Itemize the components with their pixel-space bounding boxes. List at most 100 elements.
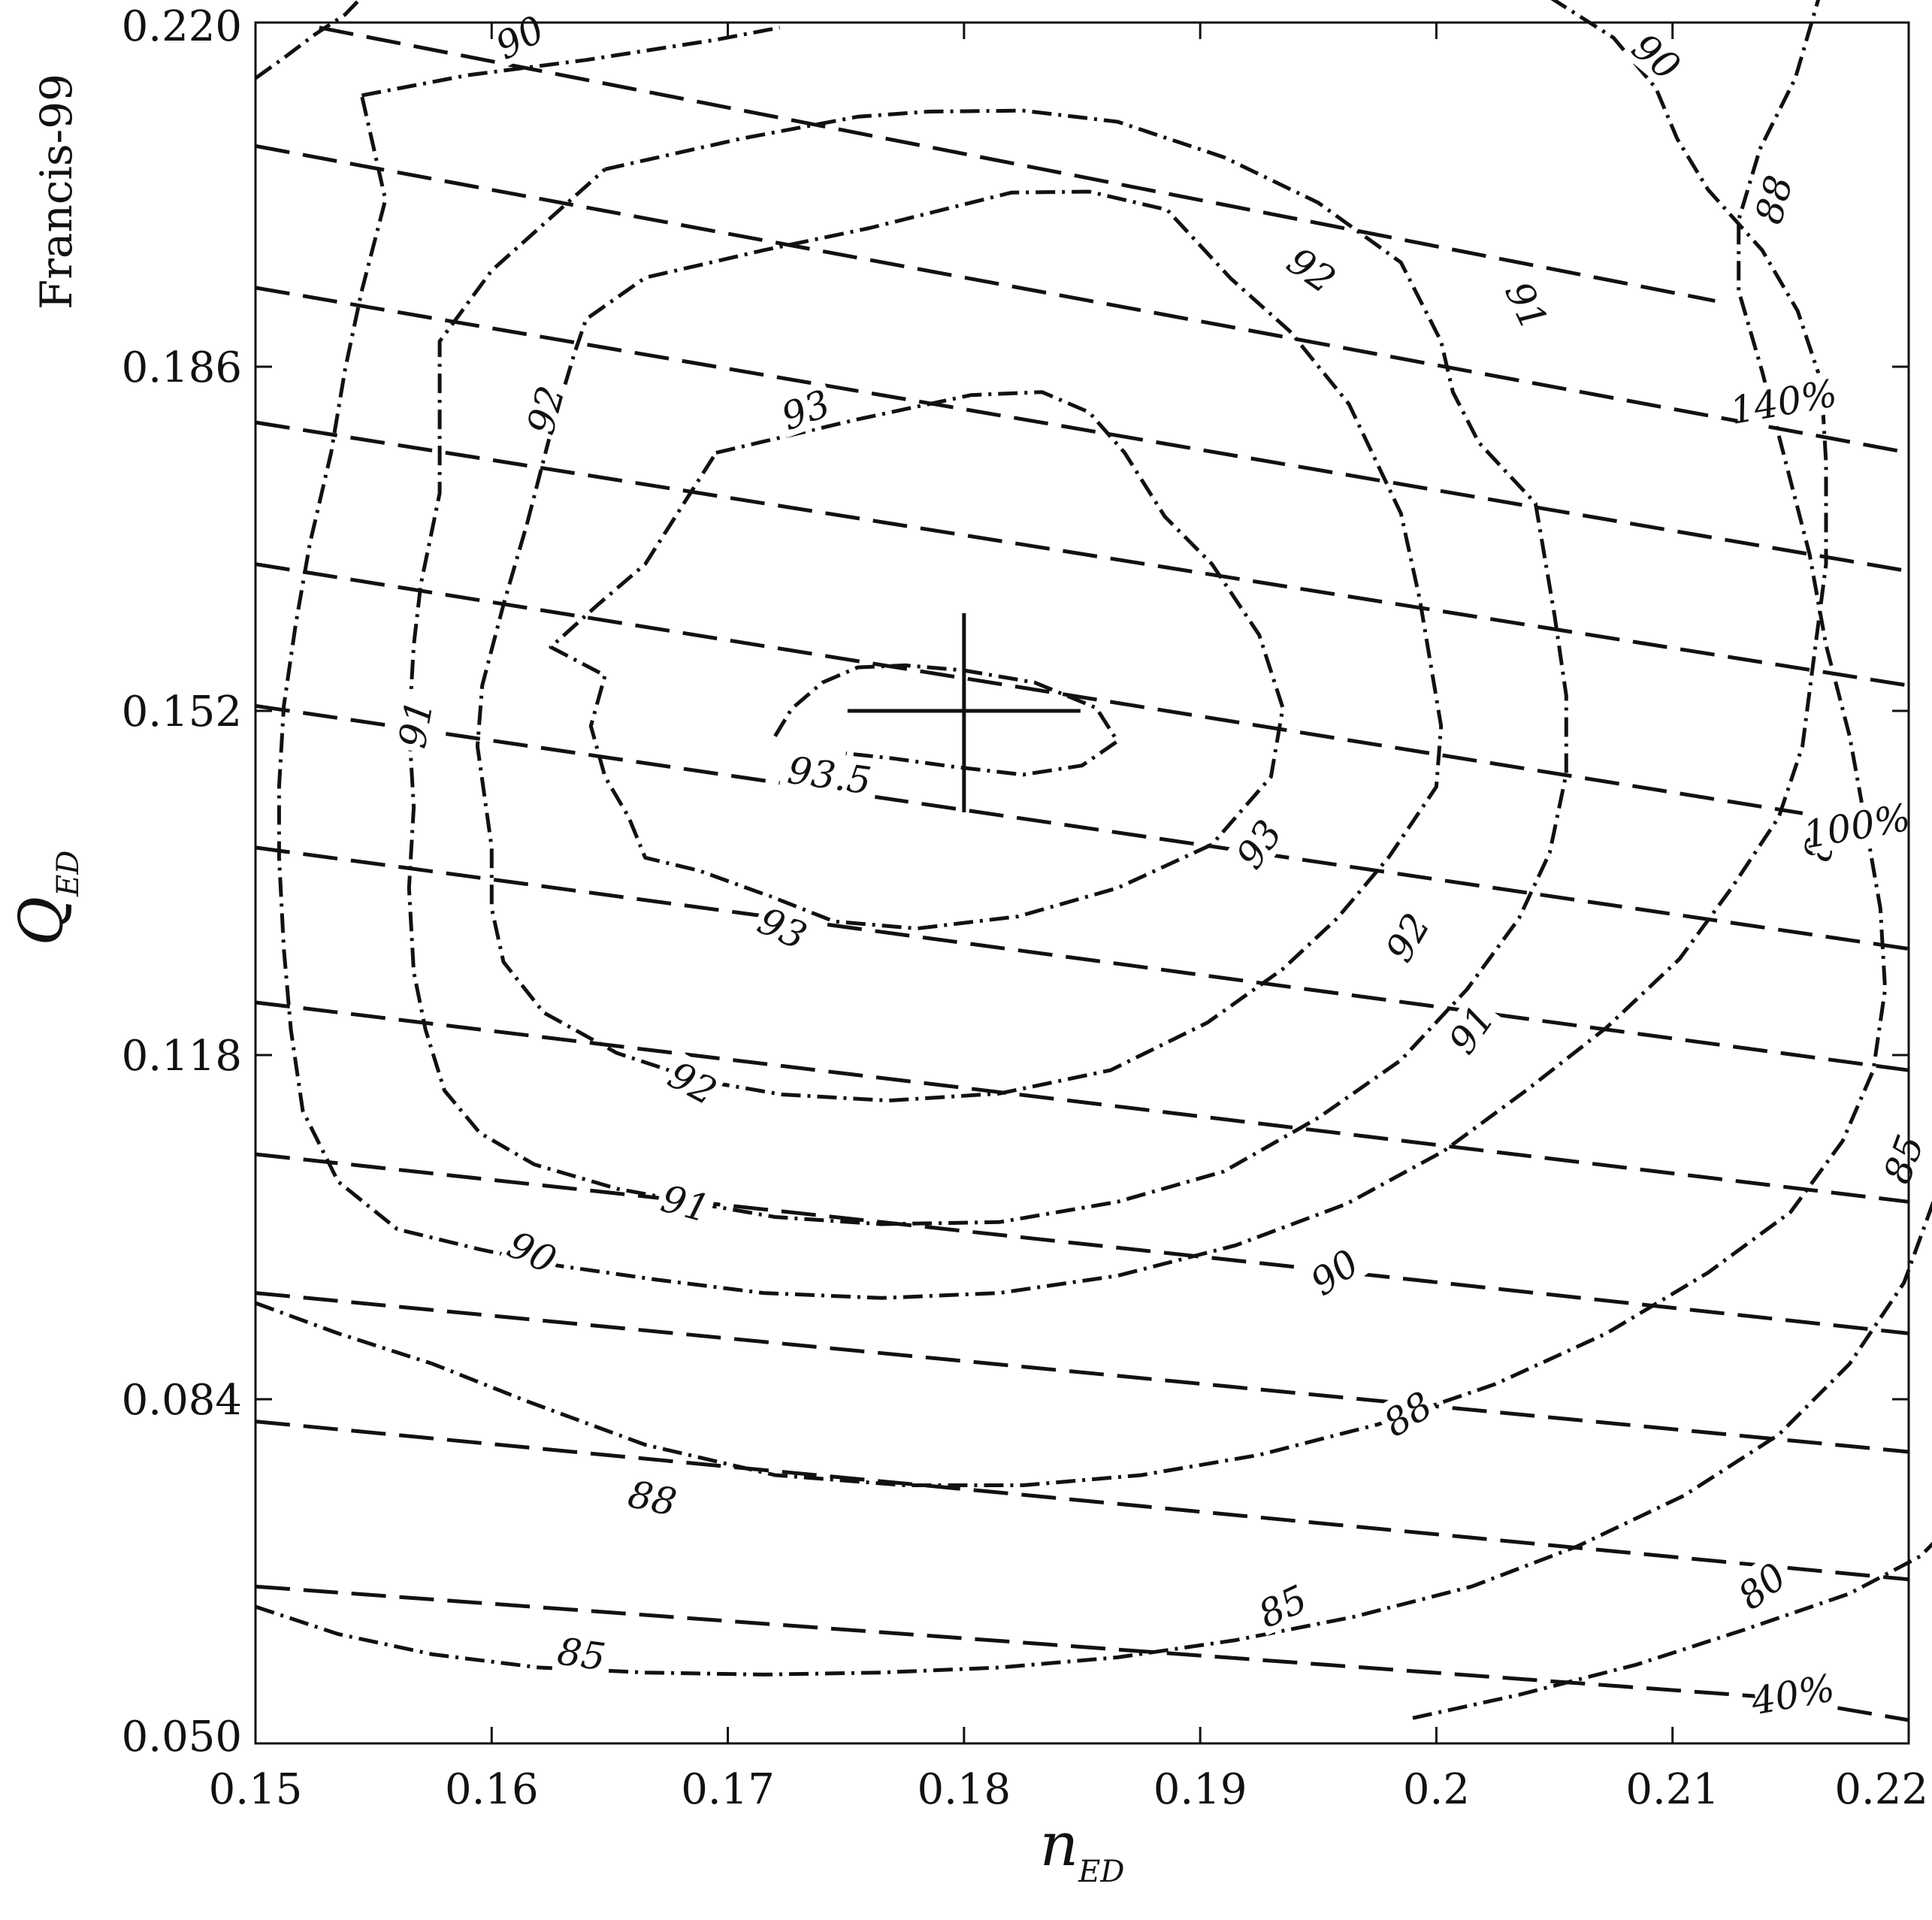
- x-tick-label-3: 0.18: [918, 1765, 1011, 1814]
- flow-line-8: [255, 1152, 1909, 1335]
- contour-label-85-8-mask: [552, 1628, 612, 1678]
- y-tick-label-1: 0.084: [122, 1376, 242, 1425]
- x-tick-label-0: 0.15: [209, 1765, 303, 1814]
- flow-line-4: [255, 562, 1909, 833]
- efficiency-contour-88-7: [255, 0, 1888, 1487]
- x-tick-label-6: 0.21: [1625, 1765, 1719, 1814]
- contour-label-88-7: 88: [624, 1472, 680, 1525]
- efficiency-contour-91-3: [407, 108, 1568, 1226]
- contour-label-extra-0-group: 92: [1277, 236, 1347, 302]
- contour-label-extra-2: 90: [1624, 25, 1689, 89]
- contour-label-extra-1-mask: [1497, 271, 1559, 339]
- contour-label-extra-1-group: 91: [1496, 271, 1559, 339]
- flow-line-label-6-mask: [1805, 795, 1908, 854]
- contour-label-extra-11-mask: [1373, 1380, 1442, 1446]
- contour-label-91-3: 91: [391, 697, 442, 751]
- efficiency-contour-93-1: [549, 390, 1285, 931]
- efficiency-contour-85-8: [255, 1200, 1932, 1677]
- contour-label-extra-10-mask: [1299, 1238, 1368, 1305]
- flow-line-7: [255, 1000, 1909, 1204]
- contour-label-extra-0-mask: [1277, 236, 1347, 302]
- x-tick-label-7: 0.22: [1834, 1765, 1928, 1814]
- y-tick-label-0: 0.050: [122, 1713, 242, 1761]
- contour-label-90-6: 90: [488, 8, 551, 68]
- contour-label-extra-13-group: 85: [1248, 1574, 1316, 1637]
- contour-label-extra-6: 92: [1377, 906, 1439, 969]
- flow-line-5: [255, 703, 1909, 951]
- flow-line-3: [255, 420, 1909, 688]
- contour-label-extra-8-group: 91: [1438, 994, 1504, 1063]
- efficiency-contour-90-5: [277, 0, 1828, 1300]
- flow-line-10: [255, 1420, 1909, 1582]
- contour-label-extra-13-mask: [1248, 1574, 1316, 1636]
- contour-label-extra-10: 90: [1303, 1241, 1367, 1305]
- contour-label-90-6-group: 90: [485, 5, 553, 68]
- contour-label-extra-4-mask: [1225, 809, 1291, 878]
- contour-label-93-5-0-mask: [779, 746, 881, 802]
- flow-line-label-0-mask: [1732, 371, 1834, 430]
- contour-label-92-2-mask: [517, 378, 573, 442]
- y-tick-label-4: 0.186: [122, 343, 242, 392]
- contour-label-93-1-mask: [772, 379, 839, 438]
- contour-label-extra-11: 88: [1376, 1383, 1440, 1446]
- flow-line-2: [255, 286, 1909, 573]
- contour-label-92-2-group: 92: [517, 378, 573, 442]
- flow-line-label-11-group: 40%: [1747, 1666, 1838, 1724]
- contour-label-88-7-group: 88: [621, 1471, 684, 1525]
- flow-line-9: [255, 1291, 1909, 1454]
- axis-ticks: 0.15 0.16 0.17 0.18 0.19 0.2 0.21 0.22 0.050 0.08…: [122, 2, 1928, 1814]
- contour-label-80-9-mask: [1727, 1552, 1796, 1619]
- contour-label-extra-9-mask: [654, 1175, 718, 1230]
- contour-label-91-3-mask: [389, 693, 440, 754]
- flow-line-1: [319, 26, 1716, 303]
- contour-label-extra-6-group: 92: [1374, 903, 1439, 971]
- contour-label-extra-4: 93: [1228, 812, 1291, 876]
- contour-label-extra-2-mask: [1622, 22, 1692, 89]
- best-efficiency-point: [847, 613, 1081, 812]
- flow-line-0: [255, 144, 1909, 455]
- contour-label-extra-5-mask: [749, 897, 817, 958]
- flow-line-label-11: 40%: [1747, 1666, 1838, 1724]
- flow-line-label-6-group: 100%: [1800, 795, 1913, 857]
- contour-label-extra-14-mask: [1873, 1126, 1932, 1192]
- contour-label-85-8: 85: [555, 1629, 608, 1679]
- x-tick-label-2: 0.17: [681, 1765, 775, 1814]
- contour-label-extra-2-group: 90: [1622, 22, 1692, 89]
- efficiency-contour-90-6: [254, 0, 362, 80]
- plot-frame: [254, 21, 1910, 1745]
- contour-label-extra-9-group: 91: [654, 1175, 718, 1231]
- y-tick-label-3: 0.152: [122, 688, 242, 736]
- contour-label-91-3-group: 91: [389, 693, 442, 754]
- contour-label-85-8-group: 85: [552, 1628, 612, 1680]
- contour-label-extra-8-mask: [1438, 994, 1504, 1063]
- contour-label-90-4-group: 90: [499, 1220, 567, 1282]
- contour-label-80-9-group: 80: [1727, 1552, 1796, 1619]
- efficiency-contours: [254, 0, 1932, 1720]
- contour-label-90-4-mask: [499, 1220, 567, 1282]
- contour-label-extra-1: 91: [1496, 275, 1556, 337]
- y-tick-label-5: 0.220: [122, 2, 242, 51]
- flow-lines: [255, 26, 1909, 1722]
- contour-label-extra-10-group: 90: [1299, 1238, 1368, 1305]
- x-tick-label-1: 0.16: [445, 1765, 539, 1814]
- x-tick-label-4: 0.19: [1153, 1765, 1247, 1814]
- contour-label-extra-6-mask: [1374, 903, 1439, 971]
- contour-label-88-7-mask: [621, 1471, 684, 1523]
- efficiency-contour-92-2: [475, 189, 1444, 1103]
- efficiency-contour-90-4: [361, 26, 781, 98]
- contour-label-extra-11-group: 88: [1373, 1380, 1442, 1446]
- flow-line-label-6: 100%: [1800, 796, 1913, 857]
- y-tick-label-2: 0.118: [122, 1032, 242, 1081]
- contour-label-extra-3-mask: [1745, 168, 1800, 231]
- x-tick-label-5: 0.2: [1403, 1765, 1470, 1814]
- contour-label-extra-7-mask: [659, 1051, 727, 1114]
- contour-label-93-1-group: 93: [772, 379, 839, 439]
- efficiency-contour-80-9: [1412, 1541, 1932, 1720]
- contour-label-90-6-mask: [485, 5, 553, 68]
- contour-label-extra-7-group: 92: [659, 1051, 727, 1114]
- y-axis-title: QED: [6, 851, 86, 946]
- flow-line-6: [255, 845, 1909, 1072]
- contour-label-90-4: 90: [501, 1223, 563, 1282]
